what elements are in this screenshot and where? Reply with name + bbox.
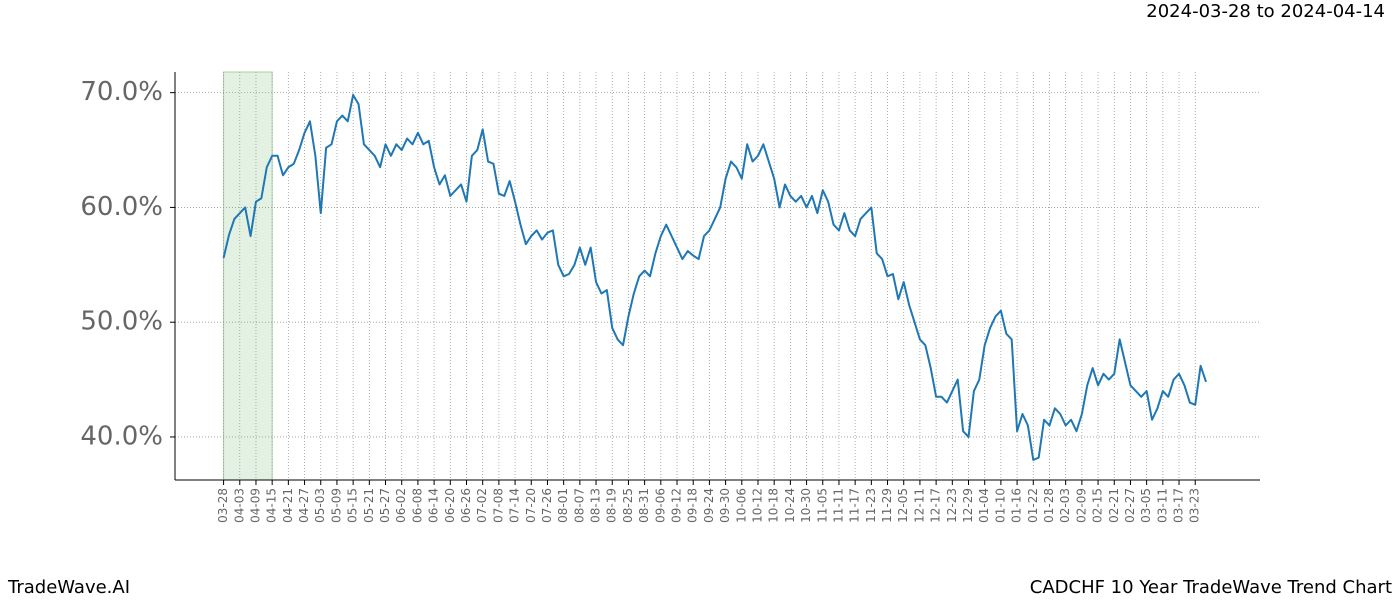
x-tick-label: 04-27	[297, 488, 311, 523]
x-tick-label: 02-15	[1091, 488, 1105, 523]
x-tick-label: 04-03	[232, 488, 246, 523]
x-tick-label: 11-23	[864, 488, 878, 523]
x-tick-label: 06-08	[410, 488, 424, 523]
x-tick-label: 02-27	[1123, 488, 1137, 523]
x-tick-label: 10-06	[734, 488, 748, 523]
x-tick-label: 05-15	[346, 488, 360, 523]
x-tick-label: 01-04	[977, 488, 991, 523]
x-tick-label: 11-05	[815, 488, 829, 523]
x-tick-label: 03-05	[1139, 488, 1153, 523]
x-tick-label: 11-11	[831, 488, 845, 523]
x-tick-label: 10-30	[799, 488, 813, 523]
x-tick-label: 01-28	[1042, 488, 1056, 523]
x-tick-label: 11-29	[880, 488, 894, 523]
x-tick-label: 08-07	[572, 488, 586, 523]
x-tick-label: 02-09	[1074, 488, 1088, 523]
x-tick-label: 07-14	[508, 488, 522, 523]
x-tick-label: 12-17	[929, 488, 943, 523]
x-tick-label: 05-21	[362, 488, 376, 523]
chart-title: CADCHF 10 Year TradeWave Trend Chart	[1030, 577, 1392, 598]
x-tick-label: 04-15	[265, 488, 279, 523]
y-tick-label: 60.0%	[80, 192, 163, 222]
x-tick-label: 03-28	[216, 488, 230, 523]
x-tick-label: 09-18	[686, 488, 700, 523]
x-tick-label: 10-18	[767, 488, 781, 523]
x-tick-label: 11-17	[848, 488, 862, 523]
x-tick-label: 05-03	[313, 488, 327, 523]
x-tick-label: 10-24	[783, 488, 797, 523]
x-tick-label: 01-16	[1010, 488, 1024, 523]
x-tick-label: 03-11	[1155, 488, 1169, 523]
x-tick-label: 09-24	[702, 488, 716, 523]
x-tick-label: 07-08	[491, 488, 505, 523]
x-tick-label: 12-11	[912, 488, 926, 523]
y-tick-label: 40.0%	[80, 421, 163, 451]
x-tick-label: 08-13	[589, 488, 603, 523]
watermark: TradeWave.AI	[7, 577, 130, 598]
x-tick-label: 04-21	[281, 488, 295, 523]
x-tick-label: 06-14	[427, 488, 441, 523]
y-tick-label: 70.0%	[80, 77, 163, 107]
y-tick-label: 50.0%	[80, 307, 163, 337]
x-tick-label: 06-20	[443, 488, 457, 523]
x-tick-label: 09-06	[653, 488, 667, 523]
x-tick-label: 12-05	[896, 488, 910, 523]
x-tick-label: 07-20	[524, 488, 538, 523]
x-tick-label: 08-01	[556, 488, 570, 523]
x-tick-label: 04-09	[248, 488, 262, 523]
x-tick-label: 01-10	[993, 488, 1007, 523]
x-tick-label: 05-09	[329, 488, 343, 523]
x-tick-label: 03-23	[1188, 488, 1202, 523]
x-tick-label: 08-31	[637, 488, 651, 523]
x-tick-label: 06-26	[459, 488, 473, 523]
chart-subtitle: 2024-03-28 to 2024-04-14	[1146, 1, 1385, 22]
highlight-span	[223, 71, 273, 481]
x-tick-label: 10-12	[750, 488, 764, 523]
x-tick-label: 03-17	[1172, 488, 1186, 523]
x-tick-label: 08-25	[621, 488, 635, 523]
x-tick-label: 12-29	[961, 488, 975, 523]
x-tick-label: 06-02	[394, 488, 408, 523]
x-tick-label: 01-22	[1026, 488, 1040, 523]
x-tick-label: 12-23	[945, 488, 959, 523]
x-tick-label: 09-30	[718, 488, 732, 523]
x-tick-label: 07-02	[475, 488, 489, 523]
x-tick-label: 05-27	[378, 488, 392, 523]
x-tick-label: 02-21	[1107, 488, 1121, 523]
x-tick-label: 09-12	[670, 488, 684, 523]
x-tick-label: 08-19	[605, 488, 619, 523]
trend-line	[222, 93, 1207, 461]
x-tick-label: 07-26	[540, 488, 554, 523]
x-tick-label: 02-03	[1058, 488, 1072, 523]
